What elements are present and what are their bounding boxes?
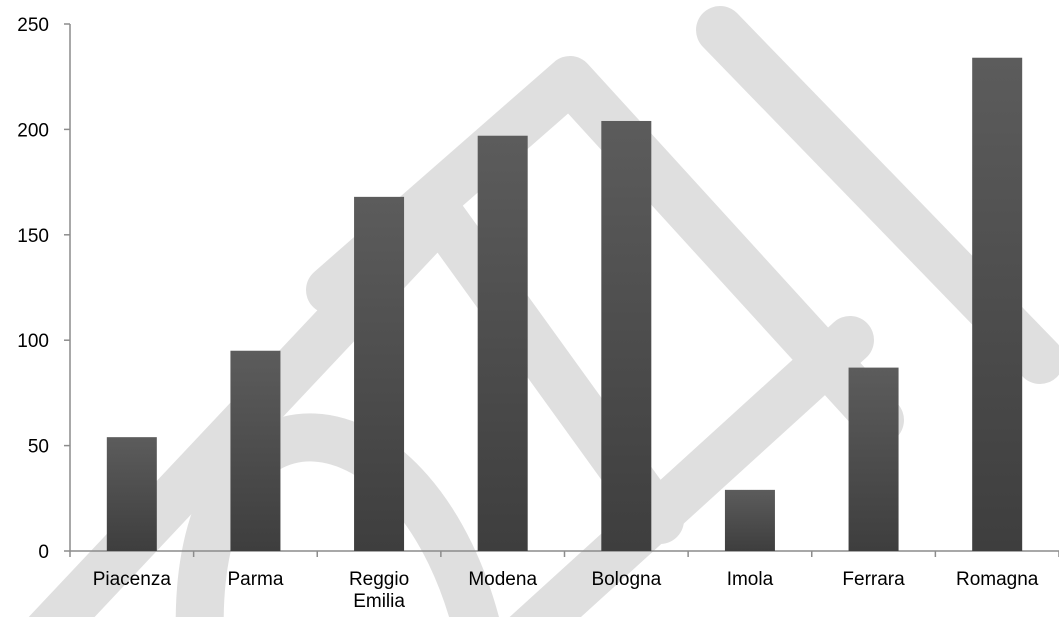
bar [601, 120, 652, 551]
x-category-label: Parma [227, 569, 283, 590]
watermark-stroke-4 [504, 316, 874, 622]
y-tick-label: 50 [28, 437, 49, 458]
bar [848, 367, 899, 551]
x-category-label: Bologna [591, 569, 661, 590]
x-category-label-line: Imola [727, 569, 774, 590]
x-category-label-line: Romagna [956, 569, 1039, 590]
y-tick-label: 150 [17, 226, 49, 247]
x-category-label: Piacenza [93, 569, 172, 590]
x-category-label-line: Modena [468, 569, 537, 590]
x-category-label-line: Ferrara [842, 569, 905, 590]
bar [230, 350, 281, 551]
bars [106, 57, 1023, 552]
bar [477, 135, 528, 551]
bar [972, 57, 1023, 552]
y-tick-label: 100 [17, 331, 49, 352]
y-tick-label: 200 [17, 120, 49, 141]
x-category-label: Romagna [956, 569, 1039, 590]
watermark-stroke-5 [175, 413, 501, 622]
x-category-label: Reggio Emilia [349, 569, 409, 612]
bar [106, 437, 157, 551]
x-category-label-line: Emilia [353, 591, 405, 612]
x-category-label-line: Reggio [349, 569, 409, 590]
bar [724, 489, 775, 551]
bar [354, 196, 405, 551]
x-category-label-line: Bologna [591, 569, 661, 590]
y-tick-label: 250 [17, 15, 49, 36]
watermark [23, 6, 1059, 622]
x-category-label-line: Parma [227, 569, 283, 590]
y-tick-label: 0 [38, 542, 49, 563]
y-axis-tick-labels: 0 50 100 150 200 250 [17, 15, 49, 563]
x-category-label: Imola [727, 569, 774, 590]
x-category-label-line: Piacenza [93, 569, 172, 590]
x-category-label: Ferrara [842, 569, 905, 590]
x-axis-category-labels: Piacenza Parma Reggio Emilia Modena Bologna Im… [93, 569, 1039, 612]
x-category-label: Modena [468, 569, 537, 590]
watermark-stroke-2 [306, 56, 904, 444]
